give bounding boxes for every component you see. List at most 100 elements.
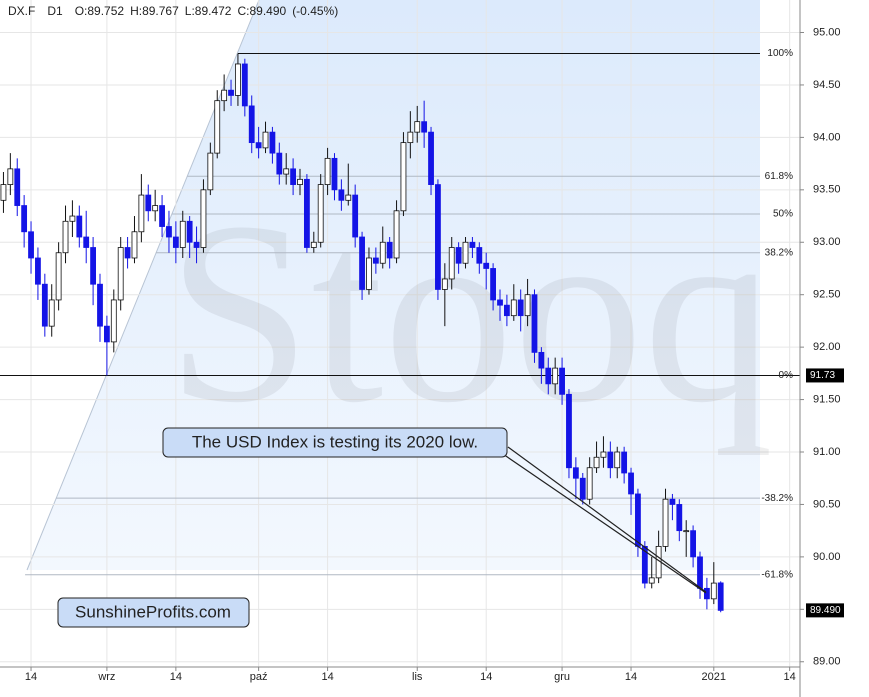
fib-label: 100% — [767, 48, 793, 59]
candle-body — [503, 304, 510, 317]
brand-text: SunshineProfits.com — [75, 602, 231, 621]
candle-body — [407, 131, 414, 144]
candle-body — [283, 168, 290, 175]
candle-body — [200, 189, 207, 248]
x-tick-label: 14 — [170, 671, 182, 683]
candle-body — [717, 582, 724, 611]
candle-body — [55, 252, 62, 301]
candle-body — [703, 587, 710, 600]
candle-body — [352, 194, 359, 238]
candle-body — [441, 278, 448, 290]
candle-body — [531, 294, 538, 353]
candle-body — [241, 63, 248, 107]
candle-body — [379, 241, 386, 264]
candle-body — [683, 530, 690, 533]
candle-body — [469, 241, 476, 248]
candle-body — [579, 477, 586, 500]
candle-body — [566, 393, 572, 469]
fib-label: -61.8% — [761, 569, 793, 580]
fib-label: 50% — [773, 209, 793, 220]
candle-body — [290, 168, 297, 185]
candle-body — [641, 545, 648, 584]
y-tick-label: 92.00 — [813, 341, 841, 353]
candle-body — [586, 467, 593, 500]
candle-body — [159, 205, 165, 227]
y-tick-label: 91.00 — [813, 446, 841, 458]
candle-body — [207, 152, 214, 191]
candle-body — [214, 100, 221, 154]
candle-body — [545, 367, 552, 385]
candle-body — [476, 247, 483, 264]
header-item: H:89.767 — [130, 4, 179, 18]
candle-body — [372, 257, 379, 264]
candle-body — [517, 299, 524, 317]
x-tick-label: lis — [412, 671, 423, 683]
x-tick-label: paź — [250, 671, 268, 683]
candle-body — [393, 210, 400, 259]
y-tick-label: 92.50 — [813, 289, 841, 301]
candle-body — [448, 247, 455, 280]
header-item: C:89.490 — [237, 4, 286, 18]
candle-body — [345, 194, 352, 201]
candle-body — [7, 168, 14, 185]
candle-body — [676, 504, 683, 532]
candle-body — [145, 194, 152, 212]
fib-label: 61.8% — [765, 171, 793, 182]
candle-body — [331, 157, 338, 191]
candle-body — [359, 236, 365, 290]
candle-body — [69, 215, 76, 222]
candle-body — [710, 582, 717, 600]
candle-body — [269, 131, 276, 154]
candle-body — [600, 451, 607, 458]
candle-body — [593, 456, 600, 469]
candle-body — [193, 241, 200, 248]
candle-body — [152, 205, 159, 212]
candle-body — [386, 241, 393, 259]
fib-label: -38.2% — [761, 493, 793, 504]
candle-body — [435, 184, 441, 290]
candle-body — [614, 451, 621, 469]
candle-body — [669, 498, 676, 505]
x-tick-label: 14 — [321, 671, 333, 683]
candle-body — [255, 142, 262, 149]
y-tick-label: 90.00 — [813, 551, 841, 563]
candle-body — [552, 367, 559, 385]
y-tick-label: 90.50 — [813, 498, 841, 510]
fib-label: 0% — [779, 370, 794, 381]
candle-body — [117, 247, 124, 301]
price-label-box — [806, 603, 844, 618]
candle-body — [131, 231, 138, 259]
y-tick-label: 91.50 — [813, 393, 841, 405]
candle-body — [35, 257, 41, 285]
candle-body — [172, 236, 179, 248]
candle-body — [648, 577, 655, 584]
y-tick-label: 94.50 — [813, 79, 841, 91]
price-label: 91.73 — [810, 370, 835, 381]
header-item: DX.F — [8, 4, 35, 18]
candle-body — [186, 220, 193, 243]
candle-body — [400, 142, 407, 212]
fib-levels: 100% 61.8% 50% 38.2% 0% -38.2% -61.8% — [0, 48, 800, 580]
candle-body — [297, 178, 303, 185]
candle-body — [179, 220, 186, 248]
candle-body — [317, 184, 324, 243]
candle-body — [28, 231, 34, 259]
candle-body — [607, 451, 614, 469]
candle-body — [228, 89, 234, 96]
x-tick-label: wrz — [97, 671, 115, 683]
x-tick-label: 14 — [25, 671, 37, 683]
annotation-text: The USD Index is testing its 2020 low. — [192, 432, 478, 451]
candle-body — [166, 226, 172, 238]
candle-body — [62, 220, 69, 254]
candle-body — [221, 89, 228, 102]
candle-body — [559, 367, 565, 395]
candle-body — [83, 236, 90, 248]
x-tick-label: 14 — [784, 671, 796, 683]
fib-trend-line — [26, 0, 260, 571]
candle-body — [662, 498, 669, 547]
candle-body — [462, 241, 469, 264]
candle-body — [97, 283, 103, 327]
candle-body — [0, 184, 7, 201]
x-tick-label: 14 — [480, 671, 492, 683]
